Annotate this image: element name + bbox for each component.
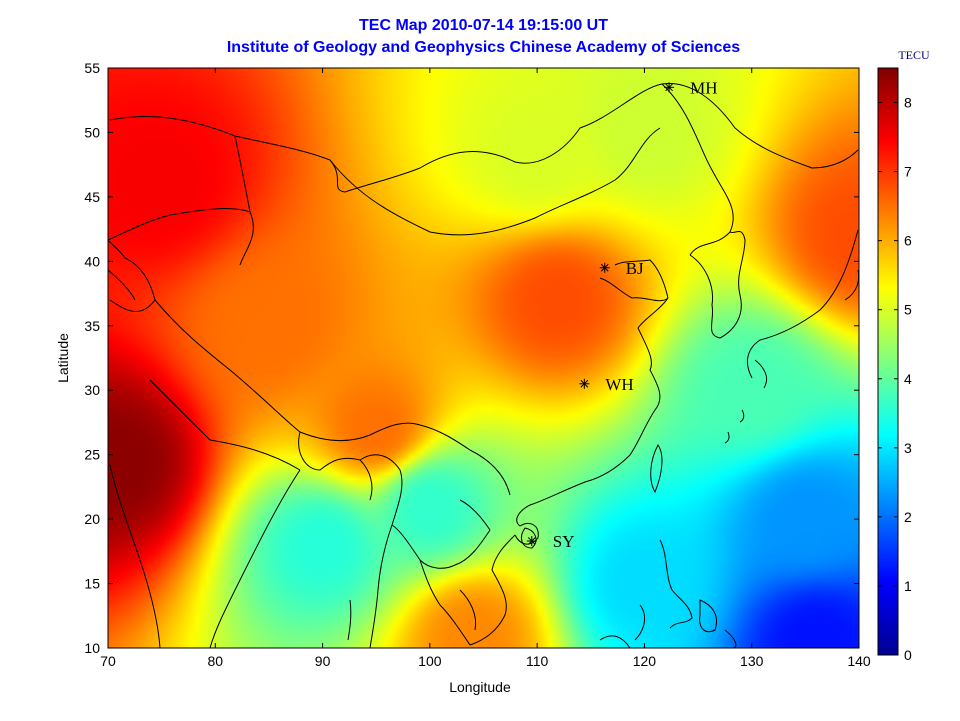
colorbar-tick-label: 8 [904,95,912,111]
colorbar [877,67,899,656]
station-label: SY [553,532,575,551]
station-sy: SY [526,532,575,551]
x-tick-label: 100 [418,653,442,669]
map-title: TEC Map 2010-07-14 19:15:00 UT [359,17,608,34]
x-tick-label: 130 [740,653,764,669]
station-label: MH [690,78,717,97]
x-tick-label: 80 [207,653,223,669]
y-tick-label: 40 [84,253,100,269]
station-label: BJ [626,259,644,278]
y-tick-label: 30 [84,382,100,398]
tec-heatmap [108,68,859,648]
colorbar-tick-label: 7 [904,164,912,180]
station-marker [665,83,673,92]
y-tick-label: 35 [84,318,100,334]
x-tick-label: 90 [315,653,331,669]
colorbar-tick-label: 1 [904,578,912,594]
y-tick-label: 20 [84,511,100,527]
colorbar-unit: TECU [898,48,930,62]
y-tick-label: 15 [84,576,100,592]
colorbar-tick-label: 6 [904,233,912,249]
x-tick-label: 70 [100,653,116,669]
colorbar-axis: 0 1 2 3 4 5 6 7 8 [878,95,912,663]
coastlines-borders [108,83,859,648]
x-tick-label: 110 [526,653,549,669]
station-marker [600,263,609,272]
colorbar-tick-label: 2 [904,509,912,525]
station-label: WH [605,375,633,394]
y-axis: 10 15 20 25 30 35 40 45 50 55 [84,60,859,656]
station-wh: WH [579,375,634,394]
station-marker [527,537,536,545]
map-subtitle: Institute of Geology and Geophysics Chin… [226,39,741,56]
y-tick-label: 45 [84,189,100,205]
y-tick-label: 10 [84,640,100,656]
station-mh: MH [664,78,718,97]
plot-frame [107,67,860,649]
colorbar-tick-label: 5 [904,302,912,318]
station-marker [580,379,589,388]
y-tick-label: 50 [84,124,100,140]
x-axis-label: Longitude [449,679,511,695]
station-markers: MH BJ WH SY [526,78,718,551]
x-axis: 70 80 90 100 110 120 130 140 [100,68,871,669]
colorbar-tick-label: 0 [904,647,912,663]
station-bj: BJ [599,259,644,278]
y-tick-label: 55 [84,60,100,76]
colorbar-tick-label: 3 [904,440,912,456]
y-tick-label: 25 [84,447,100,463]
y-axis-label: Latitude [55,333,71,383]
x-tick-label: 140 [847,653,871,669]
colorbar-tick-label: 4 [904,371,912,387]
x-tick-label: 120 [633,653,657,669]
